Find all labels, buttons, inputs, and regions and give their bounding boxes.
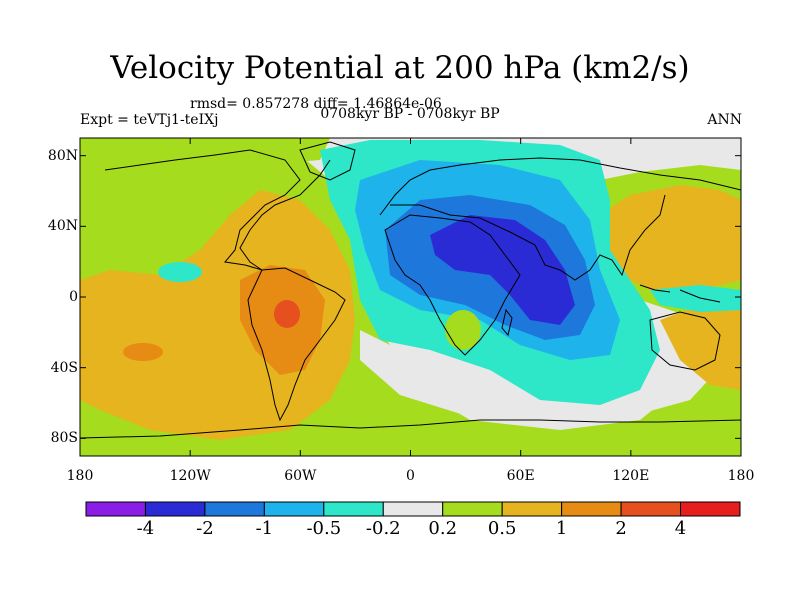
colorbar-swatch bbox=[85, 501, 146, 517]
season-label: ANN bbox=[707, 112, 742, 128]
colorbar-label: 0.5 bbox=[487, 518, 517, 539]
y-tick-label: 80S bbox=[50, 430, 78, 447]
coast-antarctica bbox=[80, 419, 741, 439]
colorbar-swatch bbox=[680, 501, 741, 517]
coast-eurasia bbox=[379, 157, 741, 281]
coast-madagascar bbox=[501, 308, 513, 337]
coast-australia bbox=[649, 311, 721, 371]
coast-north-america bbox=[104, 149, 331, 271]
colorbar-swatch bbox=[501, 501, 563, 517]
colorbar-swatch bbox=[620, 501, 682, 517]
colorbar-swatch bbox=[442, 501, 503, 517]
field-orange-asia bbox=[600, 185, 741, 290]
axis-ticks bbox=[79, 138, 742, 456]
x-tick-label: 180 bbox=[727, 468, 755, 484]
colorbar-label: 1 bbox=[555, 518, 568, 539]
field-teal-pacific bbox=[158, 262, 202, 282]
colorbar-label: -4 bbox=[136, 518, 155, 539]
colorbar-label: -2 bbox=[196, 518, 214, 539]
stats-line: rmsd= 0.857278 diff= 1.46864e-06 bbox=[190, 96, 442, 112]
colorbar-swatch bbox=[382, 501, 444, 517]
x-tick-label: 120E bbox=[612, 468, 650, 484]
chart-title: Velocity Potential at 200 hPa (km2/s) bbox=[110, 50, 690, 86]
x-tick-label: 60E bbox=[506, 468, 535, 484]
field-red-core bbox=[274, 300, 300, 328]
field-teal-west-pacific bbox=[650, 285, 741, 312]
colorbar-swatch bbox=[561, 501, 622, 517]
x-tick-label: 60W bbox=[284, 468, 317, 484]
field-dark-orange-pacific bbox=[123, 343, 163, 361]
y-tick-label: 40N bbox=[47, 218, 78, 235]
x-tick-label: 120W bbox=[169, 468, 211, 484]
y-tick-label: 0 bbox=[69, 289, 78, 305]
coast-greenland bbox=[299, 141, 356, 181]
colorbar-swatch bbox=[144, 501, 206, 517]
colorbar-swatch bbox=[263, 501, 325, 517]
field-orange-se-pacific bbox=[660, 300, 741, 390]
colorbar-label: -0.2 bbox=[365, 518, 401, 539]
colorbar-swatch bbox=[204, 501, 265, 517]
colorbar-label: -1 bbox=[255, 518, 274, 539]
colorbar-label: 2 bbox=[615, 518, 627, 539]
field-orange-americas bbox=[80, 190, 355, 440]
period-label: 0708kyr BP - 0708kyr BP bbox=[320, 106, 500, 122]
colorbar-label: 4 bbox=[674, 518, 687, 539]
y-tick-label: 40S bbox=[50, 359, 78, 376]
colorbar-label: -0.5 bbox=[306, 518, 342, 539]
colorbar-swatch bbox=[323, 501, 384, 517]
colorbar bbox=[85, 501, 741, 517]
contour-field bbox=[80, 138, 741, 456]
field-green-sw-indian bbox=[445, 310, 481, 350]
y-tick-label: 80N bbox=[47, 147, 78, 164]
experiment-label: Expt = teVTj1-teIXj bbox=[80, 112, 219, 128]
x-tick-label: 0 bbox=[406, 468, 415, 484]
coast-south-america bbox=[247, 267, 346, 422]
x-tick-label: 180 bbox=[66, 468, 94, 484]
coast-africa bbox=[384, 214, 521, 356]
colorbar-label: 0.2 bbox=[428, 518, 458, 539]
coastlines bbox=[80, 141, 741, 439]
coast-se-asia-islands bbox=[639, 284, 721, 303]
field-darkblue-core bbox=[430, 215, 575, 325]
